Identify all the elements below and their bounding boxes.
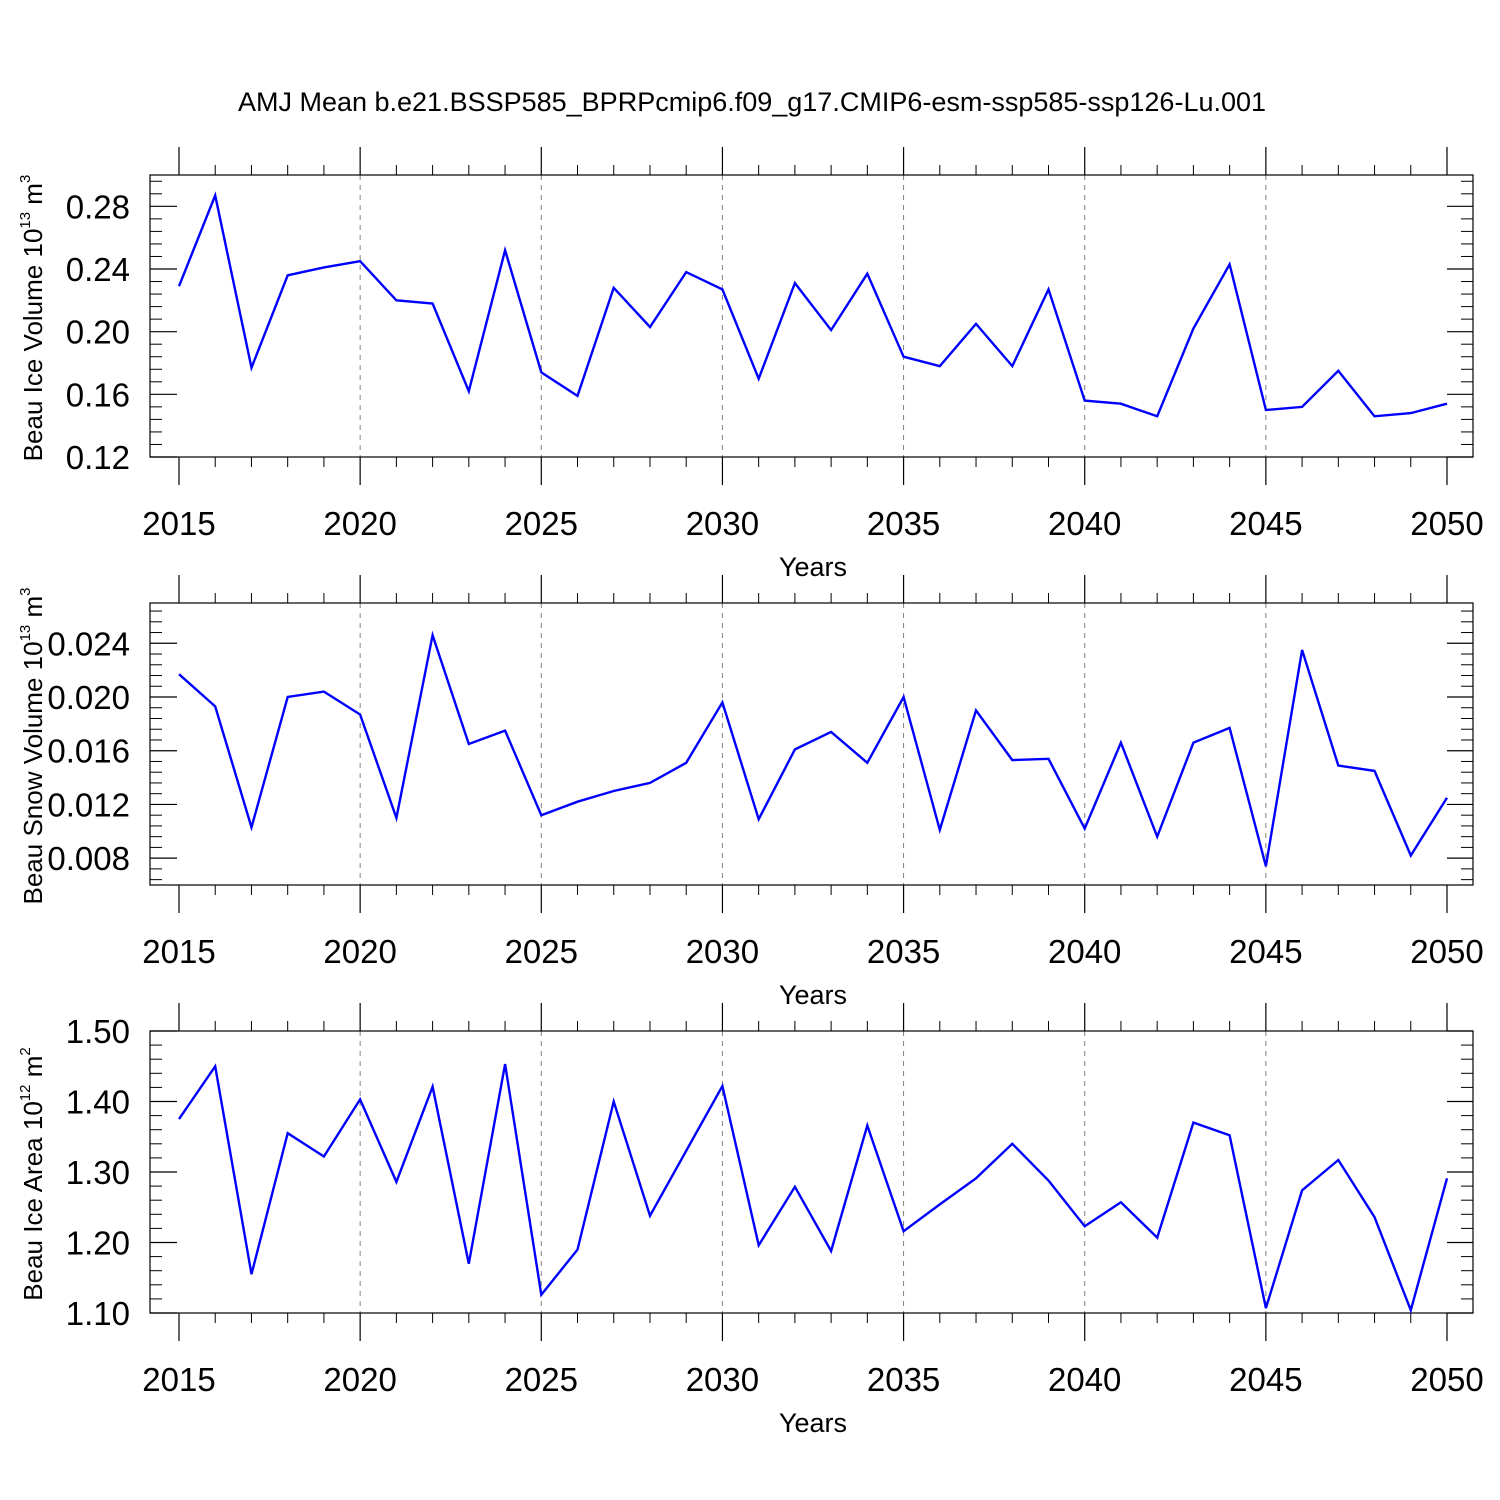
x-tick-label: 2025: [505, 933, 578, 970]
x-tick-label: 2035: [867, 933, 940, 970]
x-tick-label: 2050: [1410, 1361, 1483, 1398]
x-tick-label: 2045: [1229, 933, 1302, 970]
panel-1: 2015 2020 2025 2030 2035 2040 2045 2050 Years 0.1…: [17, 147, 1484, 582]
x-tick-label: 2050: [1410, 933, 1483, 970]
x-tick-label: 2050: [1410, 505, 1483, 542]
y-tick-label: 1.30: [66, 1154, 130, 1191]
plot-frame: [149, 602, 1474, 886]
x-tick-label: 2030: [686, 505, 759, 542]
panel-2: 2015 2020 2025 2030 2035 2040 2045 2050 Years 0.0…: [17, 575, 1484, 1010]
x-tick-label: 2040: [1048, 505, 1121, 542]
x-tick-label: 2015: [142, 505, 215, 542]
y-tick-label: 0.012: [47, 786, 130, 823]
panels: 2015 2020 2025 2030 2035 2040 2045 2050 Years 0.1…: [17, 147, 1484, 1438]
x-tick-label: 2040: [1048, 1361, 1121, 1398]
y-axis-label-exponent: 12: [17, 1085, 34, 1102]
plot-frame: [149, 174, 1474, 458]
y-axis-label-unit-exponent: 2: [17, 1047, 34, 1055]
x-axis-label: Years: [779, 1408, 847, 1438]
x-tick-label: 2015: [142, 933, 215, 970]
series-line: [178, 630, 1449, 867]
plot-frame: [149, 1030, 1474, 1314]
y-tick-label: 0.12: [66, 439, 130, 476]
x-tick-label: 2025: [505, 1361, 578, 1398]
y-axis-label-unit-exponent: 3: [17, 588, 34, 596]
x-tick-label: 2020: [323, 505, 396, 542]
x-tick-label: 2030: [686, 933, 759, 970]
y-axis-label: Beau Ice Volume 1013 m3: [17, 175, 48, 462]
x-tick-label: 2025: [505, 505, 578, 542]
x-axis-label: Years: [779, 980, 847, 1010]
y-axis-label-unit: m: [18, 1056, 48, 1085]
y-tick-label: 0.28: [66, 188, 130, 225]
series-line: [178, 1063, 1449, 1315]
y-axis-label: Beau Ice Area 1012 m2: [17, 1047, 48, 1300]
x-tick-label: 2030: [686, 1361, 759, 1398]
x-tick-label: 2020: [323, 933, 396, 970]
y-tick-label: 1.50: [66, 1013, 130, 1050]
y-tick-label: 0.20: [66, 314, 130, 351]
y-tick-label: 0.016: [47, 733, 130, 770]
x-tick-label: 2040: [1048, 933, 1121, 970]
x-tick-label: 2015: [142, 1361, 215, 1398]
series-line: [177, 191, 1448, 418]
y-tick-label: 1.10: [66, 1295, 130, 1332]
y-axis-label-text: Beau Ice Volume 10: [18, 229, 48, 462]
x-axis-label: Years: [779, 552, 847, 582]
y-tick-label: 0.024: [47, 625, 130, 662]
x-tick-label: 2035: [867, 505, 940, 542]
y-tick-label: 1.20: [66, 1225, 130, 1262]
chart-title: AMJ Mean b.e21.BSSP585_BPRPcmip6.f09_g17…: [238, 87, 1266, 117]
x-tick-label: 2035: [867, 1361, 940, 1398]
y-axis-label-unit: m: [18, 183, 48, 212]
x-tick-label: 2045: [1229, 505, 1302, 542]
y-tick-label: 0.020: [47, 679, 130, 716]
y-axis-label-unit: m: [18, 596, 48, 625]
y-axis-label-exponent: 13: [17, 212, 34, 229]
panel-3: 2015 2020 2025 2030 2035 2040 2045 2050 Years 1.1…: [17, 1003, 1484, 1438]
y-axis-label-text: Beau Snow Volume 10: [18, 641, 48, 904]
y-axis-label-text: Beau Ice Area 10: [18, 1101, 48, 1300]
y-axis-label: Beau Snow Volume 1013 m3: [17, 588, 48, 905]
y-tick-label: 0.16: [66, 376, 130, 413]
y-tick-label: 0.24: [66, 251, 130, 288]
y-axis-label-exponent: 13: [17, 625, 34, 642]
y-tick-label: 0.008: [47, 840, 130, 877]
x-tick-label: 2020: [323, 1361, 396, 1398]
y-axis-label-unit-exponent: 3: [17, 175, 34, 183]
y-tick-label: 1.40: [66, 1084, 130, 1121]
x-tick-label: 2045: [1229, 1361, 1302, 1398]
